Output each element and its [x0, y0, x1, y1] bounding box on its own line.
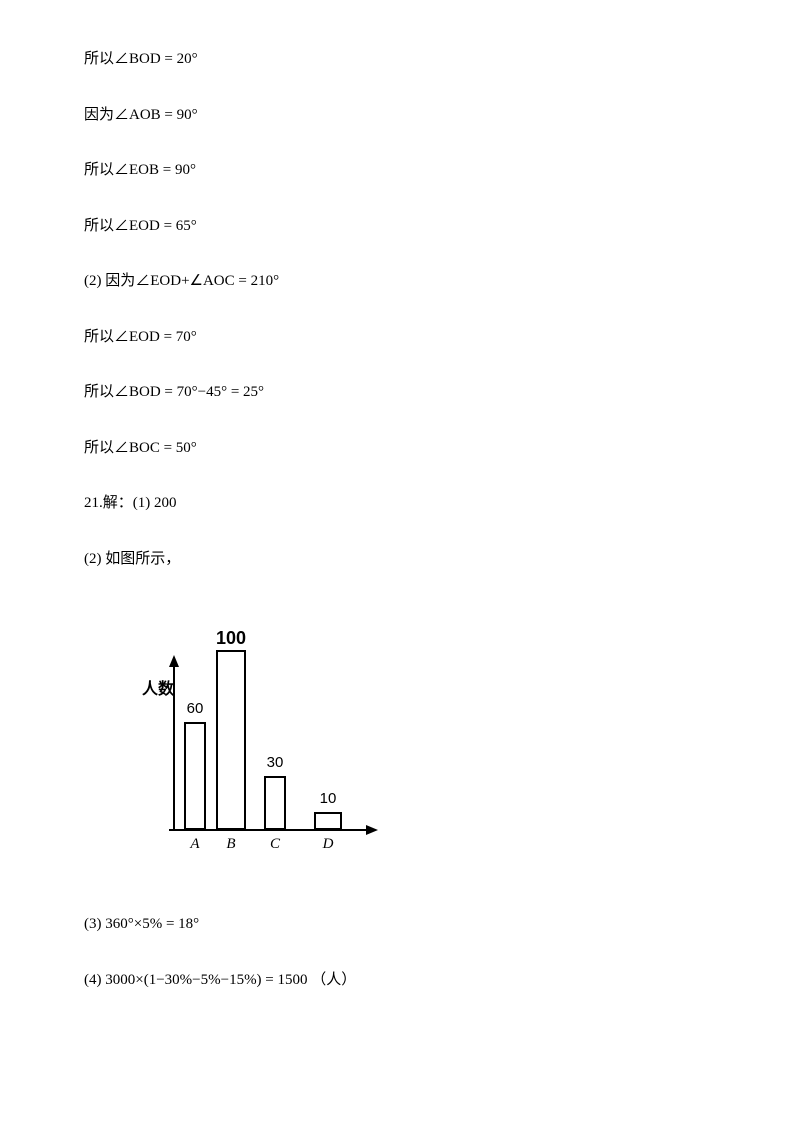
bar-category-D: D [310, 836, 346, 853]
y-axis-title: 人数 [142, 675, 174, 699]
solution-line-12: (4) 3000×(1−30%−5%−15%) = 1500 （人） [84, 971, 704, 991]
solution-line-7: 所以∠BOD = 70°−45° = 25° [84, 383, 704, 403]
bar-value-A: 60 [176, 700, 214, 717]
bar-value-D: 10 [306, 790, 350, 807]
solution-line-5: (2) 因为∠EOD+∠AOC = 210° [84, 272, 704, 292]
bar-category-C: C [260, 836, 290, 853]
solution-line-9: 21.解：(1) 200 [84, 494, 704, 514]
bar-C [264, 776, 286, 830]
solution-line-4: 所以∠EOD = 65° [84, 217, 704, 237]
bar-value-C: 30 [256, 754, 294, 771]
bar-value-B: 100 [208, 628, 254, 649]
bar-category-B: B [212, 836, 250, 853]
solution-line-3: 所以∠EOB = 90° [84, 161, 704, 181]
solution-line-10: (2) 如图所示， [84, 550, 704, 570]
solution-line-2: 因为∠AOB = 90° [84, 106, 704, 126]
bar-B [216, 650, 246, 830]
chart-axes [114, 605, 394, 875]
bar-A [184, 722, 206, 830]
bar-category-A: A [180, 836, 210, 853]
solution-line-8: 所以∠BOC = 50° [84, 439, 704, 459]
bar-D [314, 812, 342, 830]
solution-line-6: 所以∠EOD = 70° [84, 328, 704, 348]
bar-chart: 人数 60 A 100 B 30 C 10 D [114, 605, 394, 875]
solution-line-1: 所以∠BOD = 20° [84, 50, 704, 70]
solution-line-11: (3) 360°×5% = 18° [84, 915, 704, 935]
